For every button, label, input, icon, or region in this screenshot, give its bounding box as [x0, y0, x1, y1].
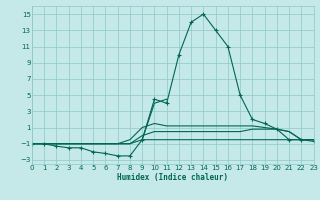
X-axis label: Humidex (Indice chaleur): Humidex (Indice chaleur)	[117, 173, 228, 182]
